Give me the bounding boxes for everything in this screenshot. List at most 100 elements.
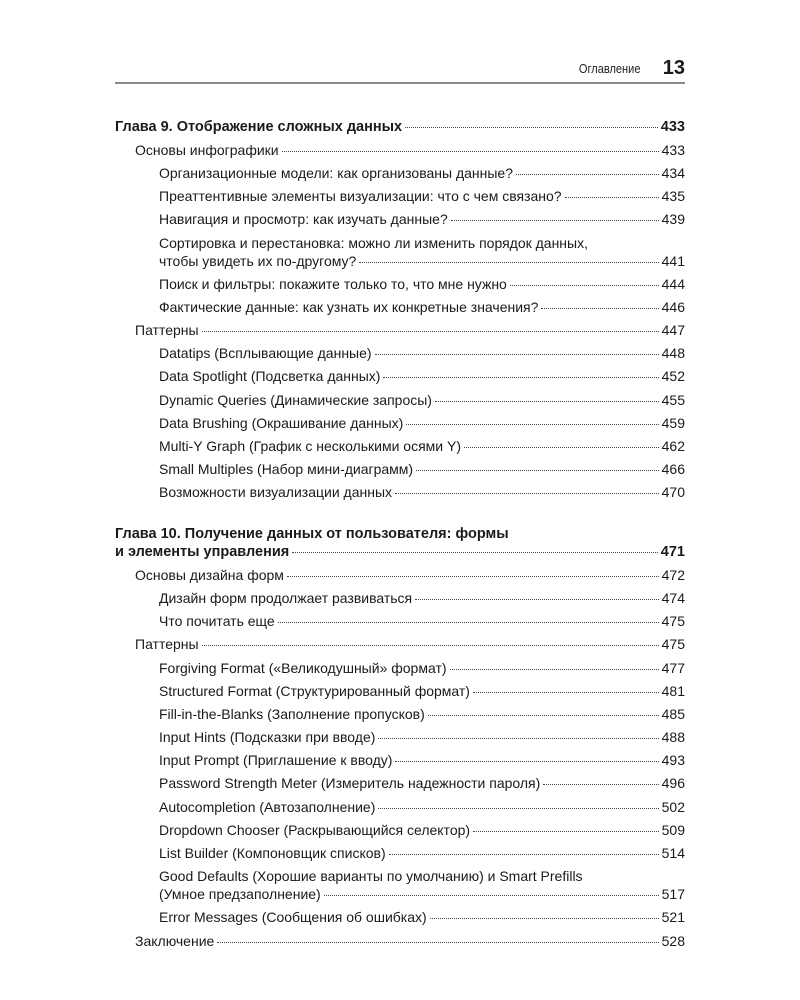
dot-leader: [541, 307, 659, 309]
dot-leader: [406, 423, 659, 425]
entry-title: Паттерны: [135, 322, 199, 339]
entry-title: Основы дизайна форм: [135, 566, 284, 583]
entry-page-number: 475: [661, 636, 685, 653]
toc-subsection[interactable]: Structured Format (Структурированный фор…: [115, 679, 685, 702]
chapter-heading[interactable]: Глава 10. Получение данных от пользовате…: [115, 522, 685, 563]
entry-title: Фактические данные: как узнать их конкре…: [159, 298, 539, 315]
dot-leader: [323, 895, 659, 897]
entry-title: Дизайн форм продолжает развиваться: [159, 589, 413, 606]
toc-section[interactable]: Паттерны 447: [115, 319, 685, 342]
toc-subsection[interactable]: Что почитать еще 475: [115, 610, 685, 633]
dot-leader: [429, 918, 659, 920]
entry-page-number: 446: [661, 298, 685, 315]
toc-subsection[interactable]: Good Defaults (Хорошие варианты по умолч…: [115, 865, 685, 906]
chapter-section: Глава 10. Получение данных от пользовате…: [115, 522, 685, 952]
toc-subsection[interactable]: Autocompletion (Автозаполнение) 502: [115, 795, 685, 818]
entry-title: Dynamic Queries (Динамические запросы): [159, 391, 432, 408]
toc-subsection[interactable]: Dropdown Chooser (Раскрывающийся селекто…: [115, 818, 685, 841]
entry-title: Forgiving Format («Великодушный» формат): [159, 659, 447, 676]
entry-title: Small Multiples (Набор мини-диаграмм): [159, 461, 414, 478]
dot-leader: [450, 220, 659, 222]
entry-page-number: 496: [661, 775, 685, 792]
dot-leader: [383, 377, 659, 379]
entry-title: Паттерны: [135, 636, 199, 653]
toc-subsection[interactable]: Сортировка и перестановка: можно ли изме…: [115, 231, 685, 272]
entry-page-number: 448: [661, 345, 685, 362]
entry-title: (Умное предзаполнение): [159, 886, 321, 903]
dot-leader: [405, 126, 658, 128]
toc-subsection[interactable]: List Builder (Компоновщик списков) 514: [115, 841, 685, 864]
toc-section[interactable]: Основы инфографики 433: [115, 138, 685, 161]
entry-title: Поиск и фильтры: покажите только то, что…: [159, 275, 507, 292]
toc-subsection[interactable]: Data Brushing (Окрашивание данных) 459: [115, 411, 685, 434]
toc-subsection[interactable]: Fill-in-the-Blanks (Заполнение пропусков…: [115, 702, 685, 725]
toc-subsection[interactable]: Input Prompt (Приглашение к вводу) 493: [115, 749, 685, 772]
entry-title: Data Brushing (Окрашивание данных): [159, 414, 404, 431]
entry-page-number: 509: [661, 821, 685, 838]
chapter-heading[interactable]: Глава 9. Отображение сложных данных 433: [115, 115, 685, 138]
entry-title: Основы инфографики: [135, 141, 279, 158]
entry-title: чтобы увидеть их по-другому?: [159, 252, 357, 269]
dot-leader: [217, 941, 659, 943]
dot-leader: [378, 807, 659, 809]
dot-leader: [564, 197, 659, 199]
entry-title: Data Spotlight (Подсветка данных): [159, 368, 381, 385]
dot-leader: [201, 645, 659, 647]
entry-page-number: 434: [661, 164, 685, 181]
dot-leader: [395, 761, 659, 763]
entry-title: Навигация и просмотр: как изучать данные…: [159, 211, 448, 228]
entry-page-number: 471: [660, 543, 685, 560]
entry-page-number: 514: [661, 845, 685, 862]
entry-title: Глава 10. Получение данных от пользовате…: [115, 525, 509, 542]
toc-subsection[interactable]: Multi-Y Graph (График с несколькими осям…: [115, 434, 685, 457]
entry-page-number: 433: [660, 118, 685, 135]
entry-page-number: 444: [661, 275, 685, 292]
toc-subsection[interactable]: Forgiving Format («Великодушный» формат)…: [115, 656, 685, 679]
dot-leader: [543, 784, 659, 786]
toc-section[interactable]: Основы дизайна форм 472: [115, 563, 685, 586]
toc-subsection[interactable]: Фактические данные: как узнать их конкре…: [115, 295, 685, 318]
toc-subsection[interactable]: Data Spotlight (Подсветка данных) 452: [115, 365, 685, 388]
toc-subsection[interactable]: Dynamic Queries (Динамические запросы) 45…: [115, 388, 685, 411]
entry-page-number: 493: [661, 752, 685, 769]
page-number: 13: [662, 56, 685, 79]
entry-page-number: 475: [661, 613, 685, 630]
entry-title: Password Strength Meter (Измеритель наде…: [159, 775, 541, 792]
dot-leader: [286, 575, 659, 577]
entry-page-number: 435: [661, 188, 685, 205]
entry-page-number: 441: [661, 252, 685, 269]
entry-page-number: 452: [661, 368, 685, 385]
toc-subsection[interactable]: Возможности визуализации данных 470: [115, 481, 685, 504]
toc-subsection[interactable]: Поиск и фильтры: покажите только то, что…: [115, 272, 685, 295]
toc-subsection[interactable]: Small Multiples (Набор мини-диаграмм) 466: [115, 458, 685, 481]
toc-section[interactable]: Заключение 528: [115, 929, 685, 952]
toc-subsection[interactable]: Навигация и просмотр: как изучать данные…: [115, 208, 685, 231]
table-of-contents: Глава 9. Отображение сложных данных 433 Ос…: [115, 115, 685, 970]
dot-leader: [473, 830, 659, 832]
dot-leader: [509, 284, 659, 286]
dot-leader: [516, 173, 659, 175]
running-title: Оглавление: [579, 60, 641, 76]
toc-subsection[interactable]: Error Messages (Сообщения об ошибках) 521: [115, 906, 685, 929]
toc-subsection[interactable]: Datatips (Всплывающие данные) 448: [115, 342, 685, 365]
entry-page-number: 488: [661, 729, 685, 746]
toc-subsection[interactable]: Password Strength Meter (Измеритель наде…: [115, 772, 685, 795]
toc-subsection[interactable]: Организационные модели: как организованы…: [115, 161, 685, 184]
entry-title: Datatips (Всплывающие данные): [159, 345, 372, 362]
entry-title: Что почитать еще: [159, 613, 275, 630]
toc-subsection[interactable]: Input Hints (Подсказки при вводе) 488: [115, 726, 685, 749]
toc-section[interactable]: Паттерны 475: [115, 633, 685, 656]
entry-title: Преаттентивные элементы визуализации: чт…: [159, 188, 562, 205]
entry-title: Fill-in-the-Blanks (Заполнение пропусков…: [159, 705, 425, 722]
chapter-section: Глава 9. Отображение сложных данных 433 Ос…: [115, 115, 685, 504]
entry-page-number: 502: [661, 798, 685, 815]
entry-title: Multi-Y Graph (График с несколькими осям…: [159, 438, 461, 455]
toc-subsection[interactable]: Дизайн форм продолжает развиваться 474: [115, 586, 685, 609]
dot-leader: [449, 668, 659, 670]
entry-title: и элементы управления: [115, 543, 290, 560]
dot-leader: [434, 400, 659, 402]
toc-subsection[interactable]: Преаттентивные элементы визуализации: чт…: [115, 185, 685, 208]
entry-page-number: 470: [661, 484, 685, 501]
entry-page-number: 439: [661, 211, 685, 228]
entry-title: Input Hints (Подсказки при вводе): [159, 729, 376, 746]
